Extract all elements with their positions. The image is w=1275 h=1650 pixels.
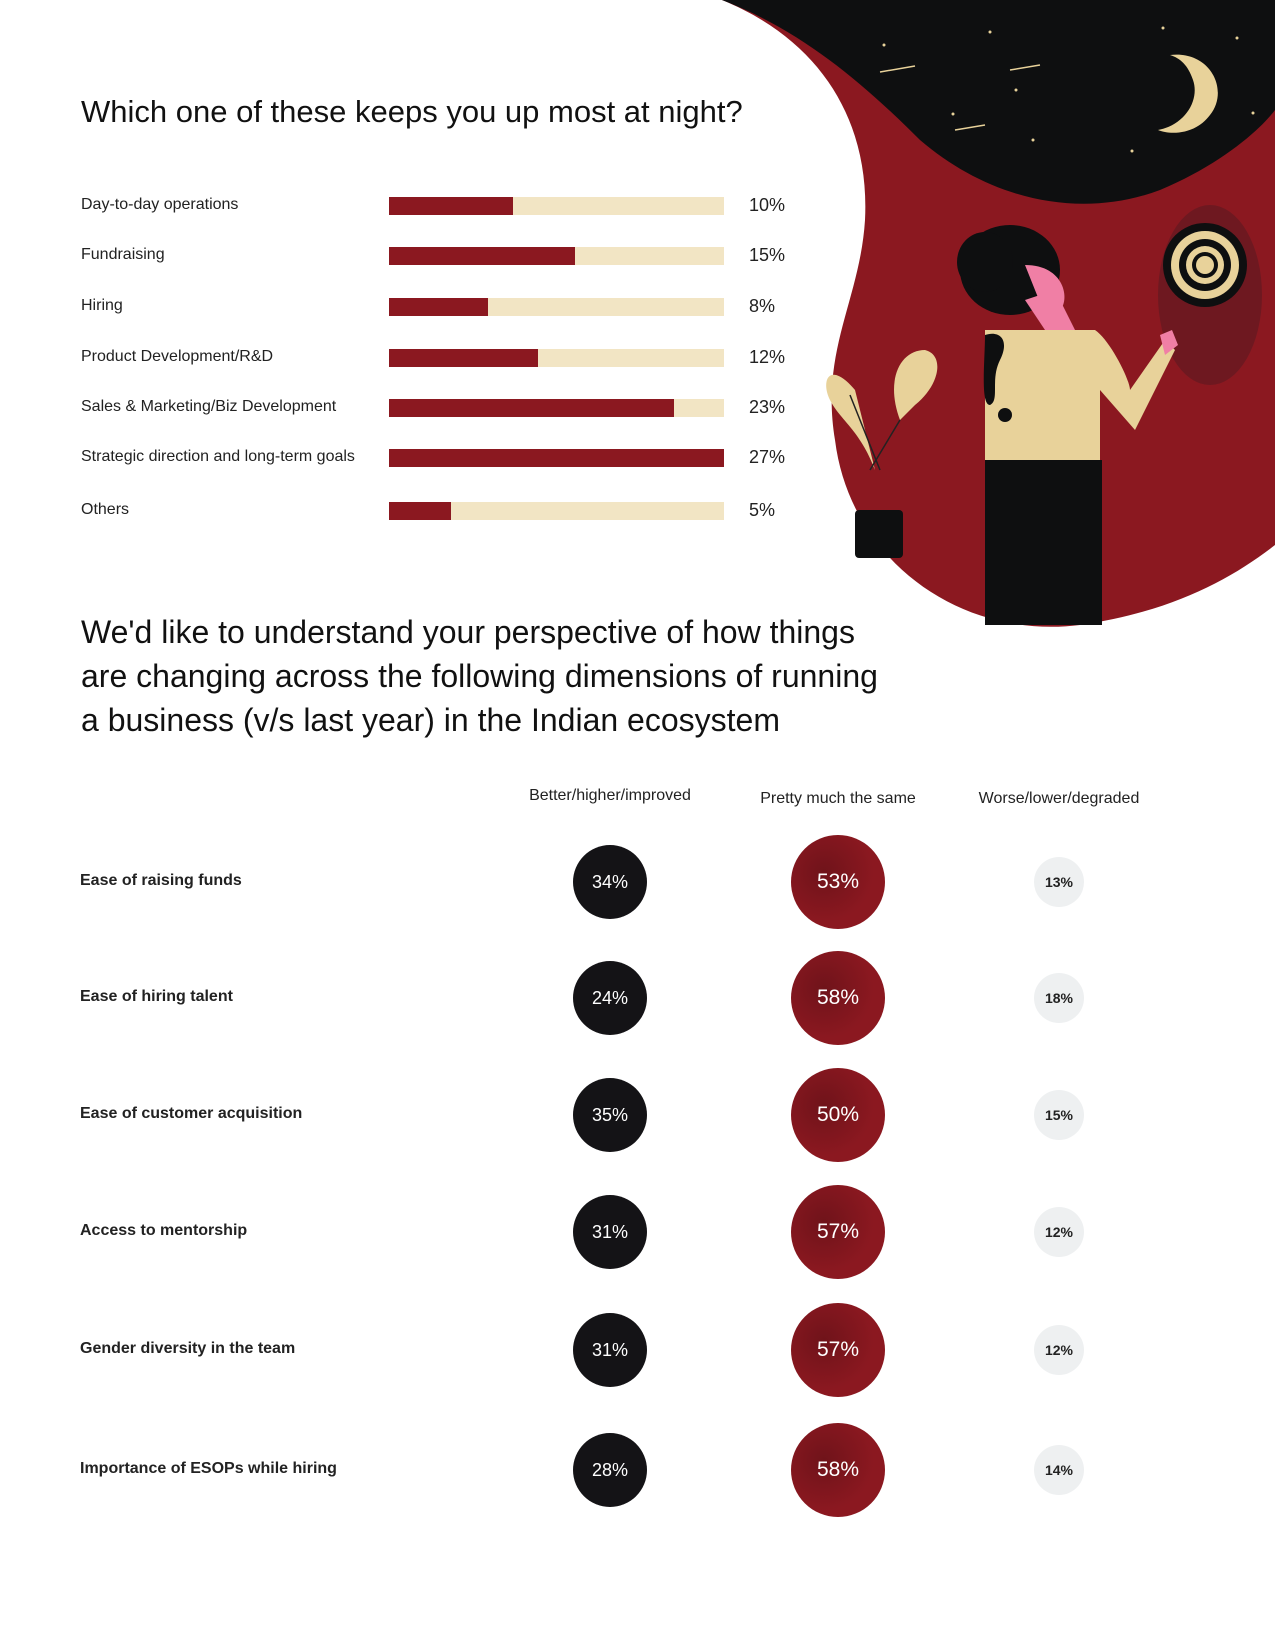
bar-value-label: 8%	[749, 296, 776, 316]
circle-same: 50%	[791, 1068, 885, 1162]
circle-same: 57%	[791, 1185, 885, 1279]
bar-value-label: 12%	[749, 347, 786, 367]
bar	[389, 247, 576, 265]
column-header-better: Better/higher/improved	[529, 787, 691, 804]
section-title: We'd like to understand your perspective…	[81, 614, 878, 738]
circle-worse: 15%	[1034, 1090, 1084, 1140]
circle-worse: 12%	[1034, 1325, 1084, 1375]
bar	[389, 349, 538, 367]
circle-better: 31%	[573, 1195, 647, 1269]
circle-same: 57%	[791, 1303, 885, 1397]
bar-track	[389, 502, 724, 520]
night-illustration	[722, 0, 1275, 627]
circle-better: 34%	[573, 845, 647, 919]
bar-value-label: 23%	[749, 397, 786, 417]
bar	[389, 298, 489, 316]
bar	[389, 449, 724, 467]
circle-worse: 13%	[1034, 857, 1084, 907]
bar-track	[389, 449, 724, 467]
circle-better: 24%	[573, 961, 647, 1035]
woman-figure	[957, 225, 1178, 625]
plant-icon	[826, 350, 938, 558]
circle-same: 53%	[791, 835, 885, 929]
bar-value-label: 10%	[749, 195, 786, 215]
circle-same: 58%	[791, 951, 885, 1045]
chart-title: Which one of these keeps you up most at …	[81, 94, 743, 129]
dartboard-icon	[1163, 223, 1247, 307]
night-sky	[722, 0, 1275, 204]
row-label: Gender diversity in the team	[80, 1340, 296, 1357]
bar-label: Hiring	[81, 297, 123, 314]
row-label: Ease of customer acquisition	[80, 1105, 303, 1122]
bar-value-label: 15%	[749, 245, 786, 265]
bar-label: Sales & Marketing/Biz Development	[81, 398, 337, 415]
bar-value-label: 27%	[749, 447, 786, 467]
circle-worse: 18%	[1034, 973, 1084, 1023]
bar-track	[389, 349, 724, 367]
bar-track	[389, 197, 724, 215]
bar-label: Fundraising	[81, 246, 165, 263]
circle-worse: 12%	[1034, 1207, 1084, 1257]
circle-better: 31%	[573, 1313, 647, 1387]
row-label: Ease of raising funds	[80, 872, 242, 889]
bar	[389, 502, 451, 520]
bar-track	[389, 247, 724, 265]
moon-icon	[1158, 54, 1218, 133]
bar-label: Others	[81, 501, 130, 518]
column-header-worse: Worse/lower/degraded	[978, 790, 1140, 807]
bar-label: Day-to-day operations	[81, 196, 239, 213]
bar-track	[389, 298, 724, 316]
column-header-same: Pretty much the same	[760, 790, 916, 807]
bar-label: Strategic direction and long-term goals	[81, 448, 355, 465]
row-label: Ease of hiring talent	[80, 988, 233, 1005]
bar-value-label: 5%	[749, 500, 776, 520]
circle-better: 35%	[573, 1078, 647, 1152]
stars-icon	[879, 26, 1255, 153]
bar-track	[389, 399, 724, 417]
circle-better: 28%	[573, 1433, 647, 1507]
circle-same: 58%	[791, 1423, 885, 1517]
row-label: Importance of ESOPs while hiring	[80, 1460, 337, 1477]
bar	[389, 399, 675, 417]
bar-label: Product Development/R&D	[81, 348, 274, 365]
circle-worse: 14%	[1034, 1445, 1084, 1495]
row-label: Access to mentorship	[80, 1222, 248, 1239]
bar	[389, 197, 513, 215]
